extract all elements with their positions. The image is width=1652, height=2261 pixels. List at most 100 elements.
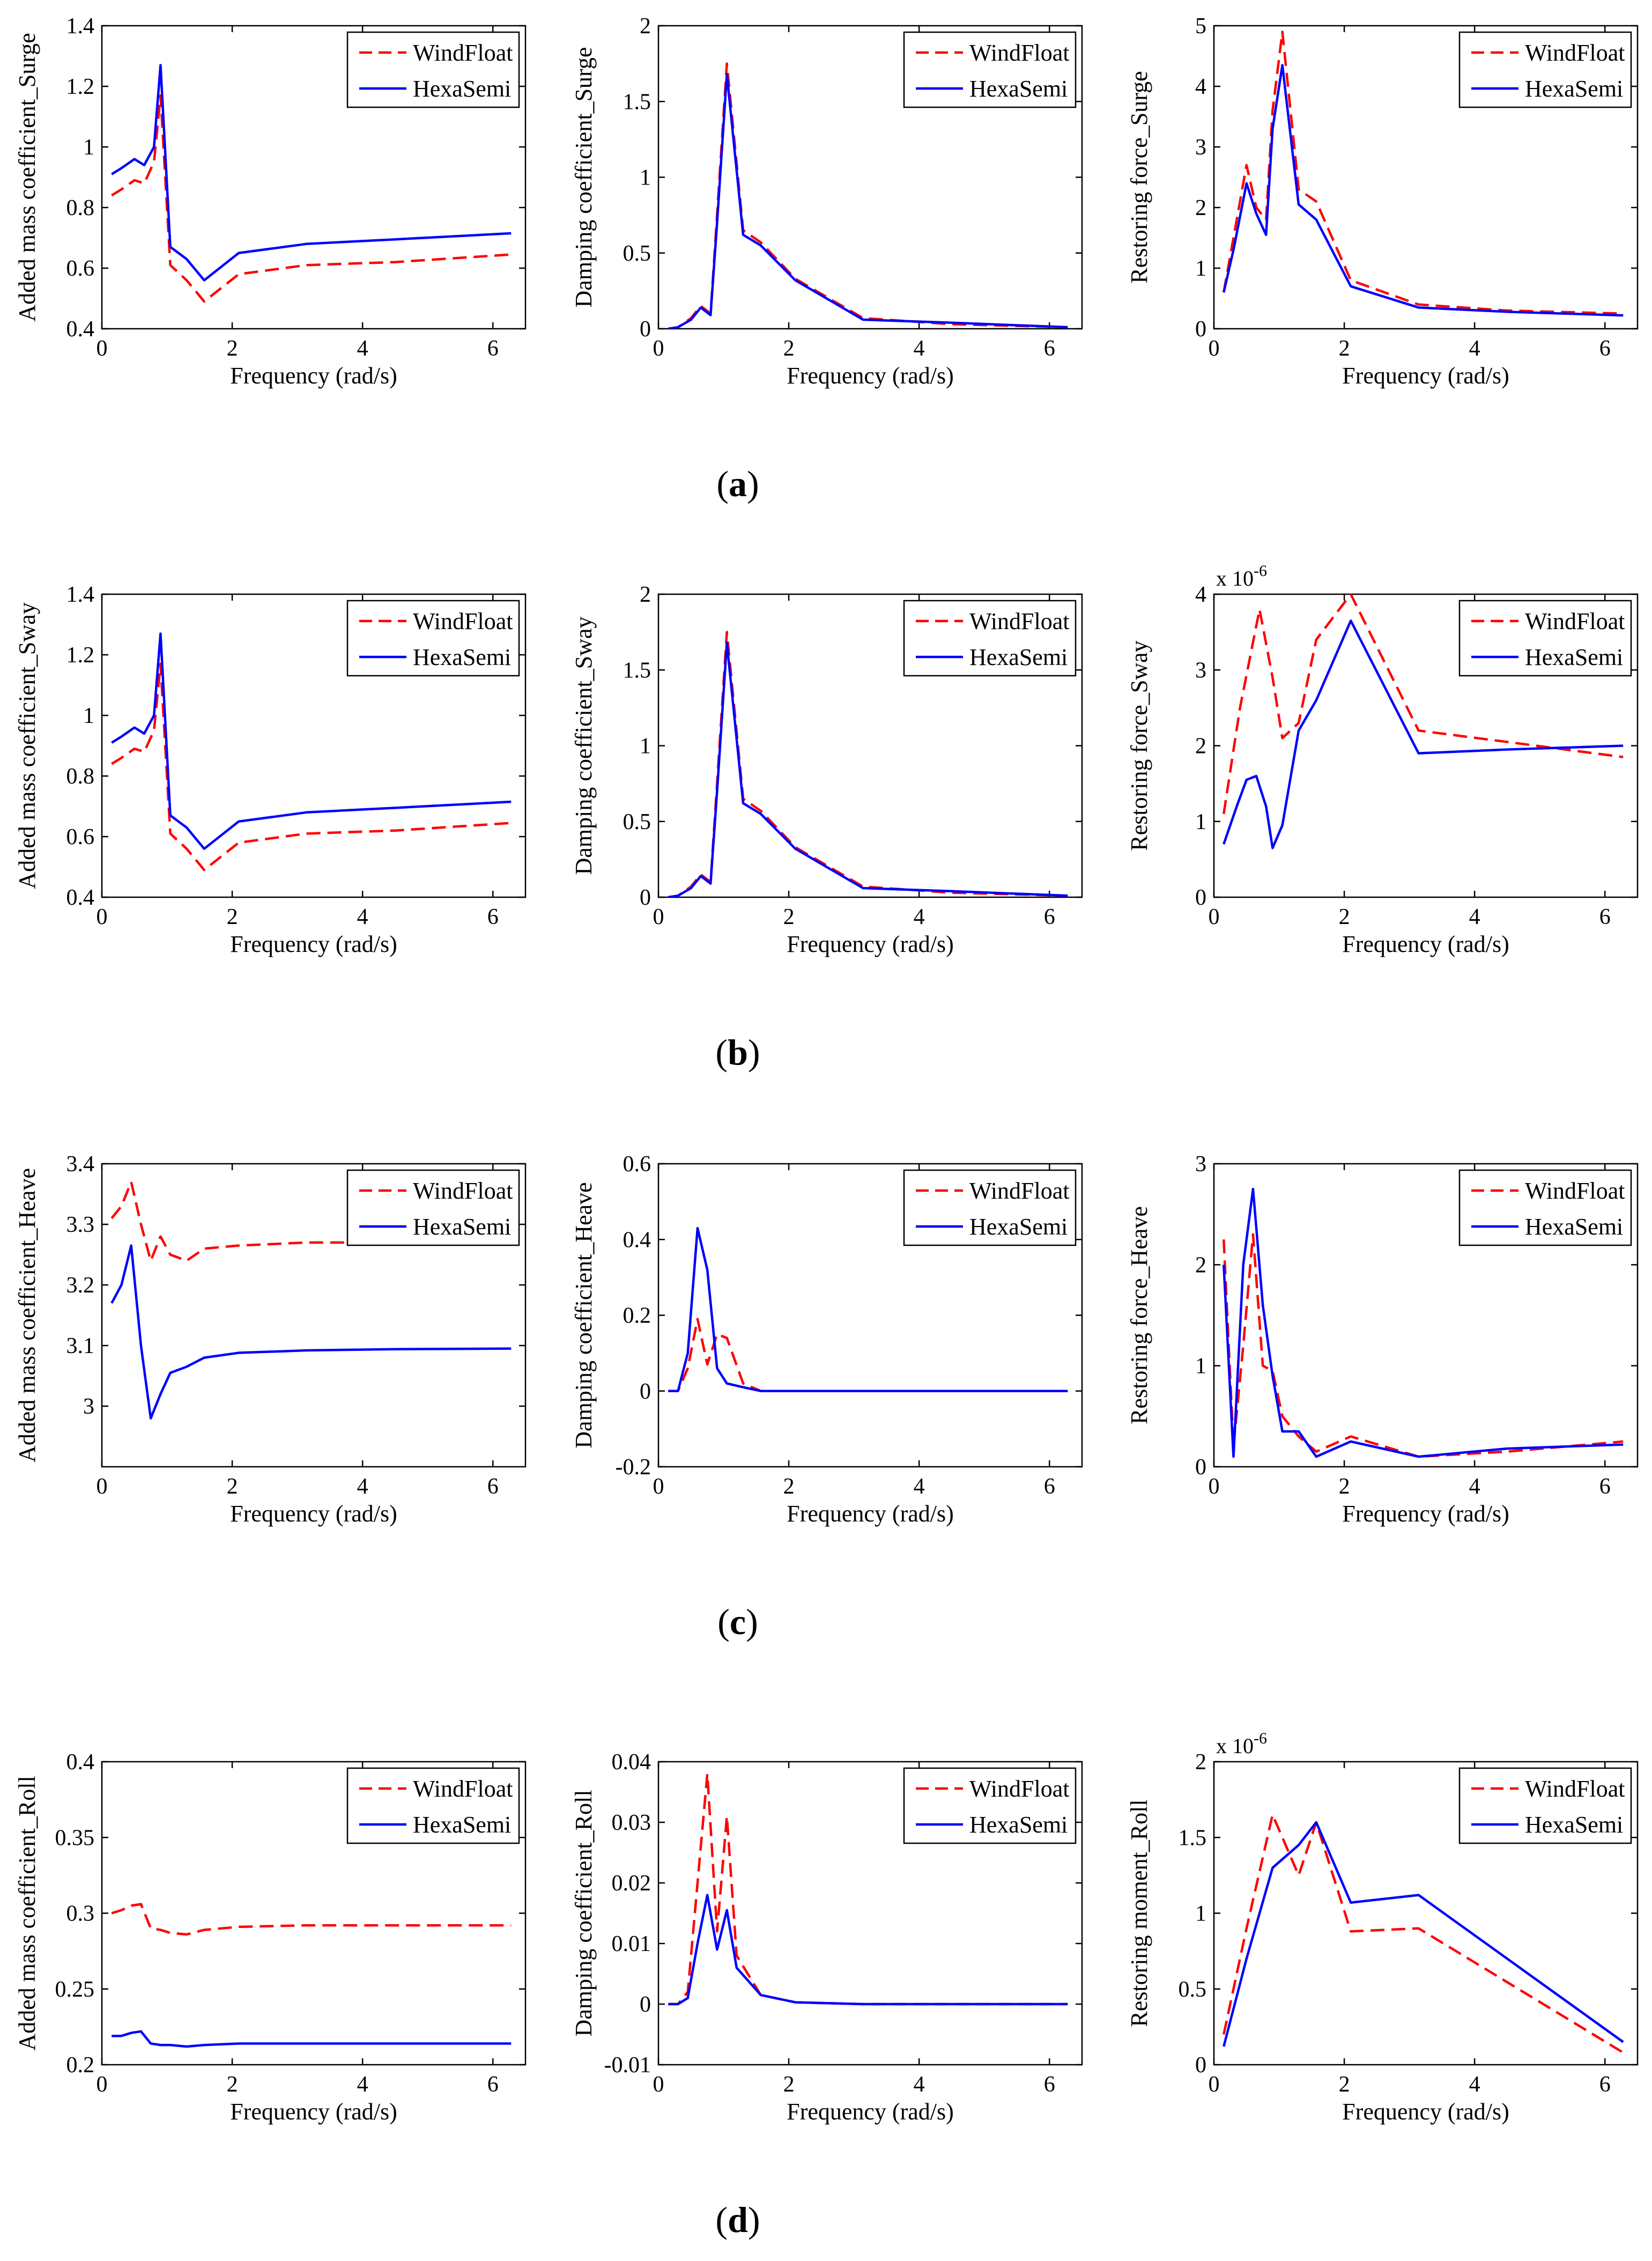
x-tick-label: 0 [97, 336, 108, 361]
x-tick-label: 4 [357, 336, 368, 361]
series-line-hexasemi [111, 632, 512, 850]
y-tick-label: 5 [1195, 14, 1206, 39]
legend-label-windfloat: WindFloat [1525, 1776, 1625, 1802]
legend: WindFloat HexaSemi [903, 31, 1077, 108]
x-tick-label: 4 [357, 905, 368, 929]
legend: WindFloat HexaSemi [346, 600, 520, 677]
x-tick-label: 2 [783, 905, 795, 929]
series-line-windfloat [111, 94, 512, 303]
legend-label-hexasemi: HexaSemi [413, 1214, 511, 1240]
x-tick-label: 4 [357, 1474, 368, 1499]
legend-box [903, 1169, 1077, 1246]
x-tick-label: 4 [357, 2072, 368, 2097]
y-tick-label: 3 [83, 1394, 94, 1419]
legend: WindFloat HexaSemi [1458, 31, 1632, 108]
y-tick-label: 2 [1195, 196, 1206, 220]
x-tick-label: 0 [1209, 2072, 1220, 2097]
legend: WindFloat HexaSemi [346, 31, 520, 108]
x-tick-label: 6 [1044, 905, 1055, 929]
y-tick-label: 0 [640, 1992, 651, 2017]
y-tick-label: 2 [640, 14, 651, 39]
x-tick-label: 0 [97, 1474, 108, 1499]
x-axis-label: Frequency (rad/s) [787, 363, 954, 389]
y-tick-label: 1.5 [623, 658, 651, 683]
x-tick-label: 4 [1469, 1474, 1480, 1499]
legend-label-windfloat: WindFloat [413, 1776, 513, 1802]
y-tick-label: 0.2 [623, 1304, 651, 1328]
y-tick-label: 2 [1195, 734, 1206, 759]
series-line-hexasemi [1223, 619, 1624, 849]
legend-label-windfloat: WindFloat [413, 40, 513, 66]
y-tick-label: 0 [1195, 317, 1206, 342]
legend-label-hexasemi: HexaSemi [413, 76, 511, 102]
series-line-windfloat [1223, 1813, 1624, 2054]
y-tick-label: 1 [1195, 810, 1206, 834]
series-line-windfloat [1222, 1233, 1624, 1458]
y-tick-label: 0.8 [66, 764, 95, 789]
x-tick-label: 2 [783, 336, 795, 361]
y-tick-label: 0.03 [612, 1811, 651, 1835]
y-tick-label: 1.4 [66, 582, 95, 607]
x-axis-label: Frequency (rad/s) [787, 1501, 954, 1527]
legend-box [346, 600, 520, 677]
y-axis-label: Damping coefficient_Surge [571, 47, 597, 308]
x-tick-label: 2 [1339, 905, 1350, 929]
chart-panel-7: 0 2 4 6 3 3.1 3.2 3.3 3.4 Frequency (rad/s) Added … [14, 1152, 527, 1527]
series-line-hexasemi [668, 1894, 1068, 2006]
y-tick-label: 0.4 [66, 317, 95, 342]
series-line-windfloat [1223, 31, 1624, 315]
axes-box [1213, 1163, 1639, 1468]
series-line-hexasemi [112, 2030, 512, 2048]
legend-label-windfloat: WindFloat [969, 608, 1069, 634]
x-tick-label: 2 [227, 336, 238, 361]
x-tick-label: 0 [653, 905, 664, 929]
y-tick-label: 3.4 [66, 1152, 95, 1177]
legend-label-windfloat: WindFloat [969, 1776, 1069, 1802]
x-tick-label: 4 [914, 336, 925, 361]
y-axis-label: Damping coefficient_Roll [571, 1790, 597, 2037]
row-labels: (a) (b) (c) (d) [715, 463, 760, 2240]
x-tick-label: 6 [1599, 905, 1611, 929]
y-tick-label: 0.3 [66, 1902, 95, 1926]
legend-label-hexasemi: HexaSemi [413, 1812, 511, 1838]
x-tick-label: 0 [653, 2072, 664, 2097]
series-line-hexasemi [1223, 1821, 1624, 2047]
legend-box [346, 1169, 520, 1246]
y-tick-label: 3 [1195, 658, 1206, 683]
legend-label-hexasemi: HexaSemi [969, 1812, 1068, 1838]
axes-box [1213, 25, 1639, 330]
y-tick-label: 0.4 [66, 885, 95, 910]
legend-label-windfloat: WindFloat [1525, 608, 1625, 634]
x-axis-label: Frequency (rad/s) [787, 2099, 954, 2125]
x-tick-label: 2 [227, 2072, 238, 2097]
y-exponent-label: x 10-6 [1216, 1730, 1267, 1758]
y-tick-label: 1.5 [1179, 1826, 1207, 1850]
legend-box [1458, 1169, 1632, 1246]
series-line-hexasemi [1222, 1187, 1624, 1458]
x-axis-label: Frequency (rad/s) [230, 2099, 397, 2125]
x-tick-label: 6 [487, 2072, 499, 2097]
y-axis-label: Added mass coefficient_Heave [14, 1168, 40, 1462]
legend-box [1458, 31, 1632, 108]
legend-label-windfloat: WindFloat [969, 1178, 1069, 1204]
y-tick-label: 0.8 [66, 196, 95, 220]
axes-box [657, 1761, 1083, 2066]
y-exponent-label: x 10-6 [1216, 562, 1267, 590]
x-axis-label: Frequency (rad/s) [1342, 2099, 1509, 2125]
legend: WindFloat HexaSemi [903, 600, 1077, 677]
legend: WindFloat HexaSemi [903, 1169, 1077, 1246]
x-tick-label: 6 [1599, 1474, 1611, 1499]
y-axis-label: Restoring moment_Roll [1126, 1799, 1152, 2027]
y-tick-label: 0.2 [66, 2053, 95, 2078]
legend-box [346, 31, 520, 108]
y-tick-label: 0.35 [55, 1826, 95, 1850]
y-tick-label: 0.6 [623, 1152, 651, 1177]
y-tick-label: 1 [1195, 256, 1206, 281]
x-tick-label: 2 [1339, 1474, 1350, 1499]
x-tick-label: 2 [1339, 336, 1350, 361]
series-line-hexasemi [1223, 64, 1624, 317]
x-tick-label: 6 [1599, 2072, 1611, 2097]
y-tick-label: 0 [640, 1379, 651, 1404]
x-tick-label: 4 [1469, 336, 1480, 361]
legend-label-hexasemi: HexaSemi [1525, 1214, 1623, 1240]
